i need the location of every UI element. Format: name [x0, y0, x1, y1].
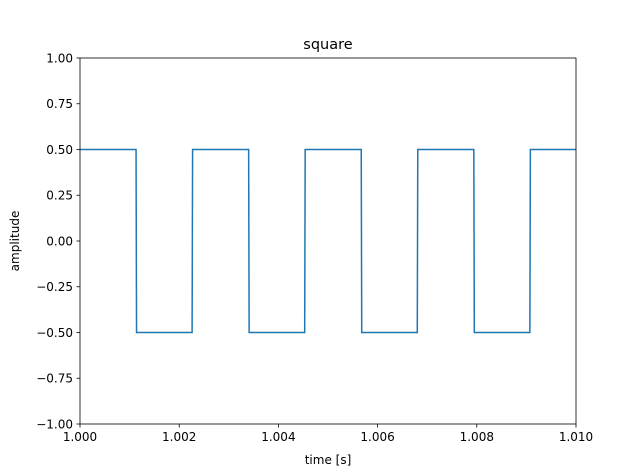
y-tick-label: −0.25 — [36, 280, 73, 294]
y-tick-label: −0.75 — [36, 372, 73, 386]
y-tick-label: 1.00 — [46, 51, 73, 65]
y-tick-label: −0.50 — [36, 326, 73, 340]
plot-background — [80, 58, 576, 424]
x-tick-label: 1.004 — [261, 430, 295, 444]
x-axis-label: time [s] — [305, 453, 352, 467]
y-tick-label: 0.75 — [46, 97, 73, 111]
x-axis-ticks: 1.000 1.002 1.004 1.006 1.008 1.010 — [63, 424, 593, 444]
x-tick-label: 1.000 — [63, 430, 97, 444]
y-tick-label: −1.00 — [36, 417, 73, 431]
x-tick-label: 1.008 — [460, 430, 494, 444]
x-tick-label: 1.002 — [162, 430, 196, 444]
y-axis-ticks: −1.00 −0.75 −0.50 −0.25 0.00 0.25 0.50 0.75 1.00 — [36, 51, 80, 431]
series-line-1 — [80, 148, 576, 334]
x-tick-label: 1.010 — [559, 430, 593, 444]
y-axis-label: amplitude — [8, 211, 22, 272]
x-tick-label: 1.006 — [360, 430, 394, 444]
chart-title: square — [303, 37, 352, 53]
plot-area — [79, 57, 577, 425]
y-tick-label: 0.50 — [46, 143, 73, 157]
y-tick-label: 0.00 — [46, 234, 73, 248]
y-tick-label: 0.25 — [46, 189, 73, 203]
